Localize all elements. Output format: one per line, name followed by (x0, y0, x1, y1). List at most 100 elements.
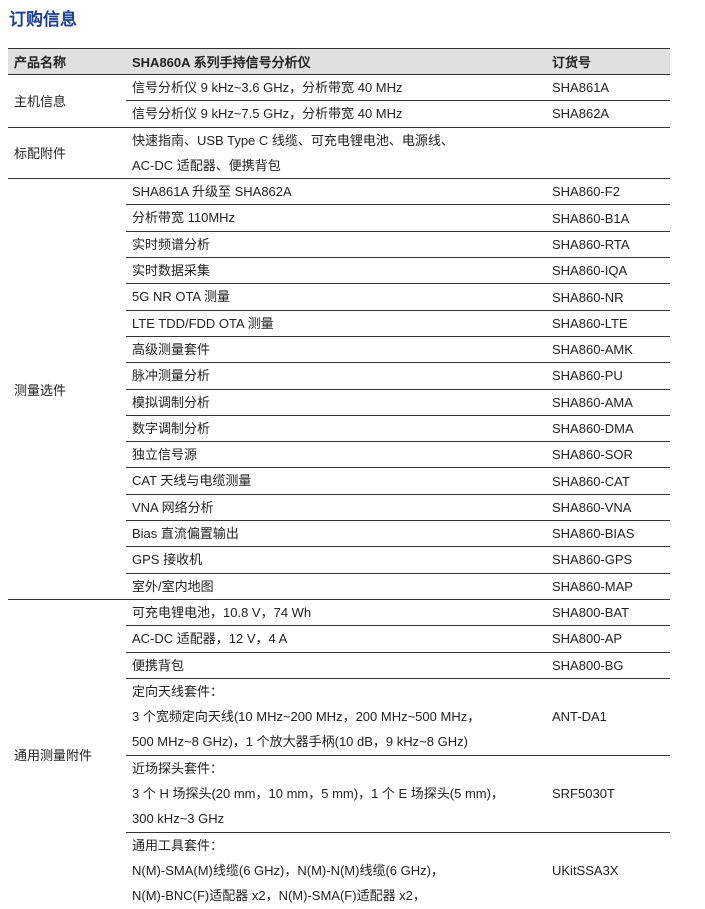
product-category: 主机信息 (14, 94, 67, 110)
product-category: 通用测量附件 (8, 598, 126, 909)
description-line: 通用工具套件： (132, 837, 224, 853)
order-code: SHA860-IQA (546, 257, 670, 284)
page-title: 订购信息 (9, 10, 77, 29)
description-line: 信号分析仪 9 kHz~7.5 GHz，分析带宽 40 MHz (132, 106, 403, 122)
table-row: 高级测量套件 SHA860-AMK (8, 335, 670, 363)
description-line: 近场探头套件： (132, 760, 224, 776)
product-description: 室外/室内地图 (126, 572, 546, 600)
product-description: SHA861A 升级至 SHA862A (126, 178, 546, 205)
description-line: 实时频谱分析 (132, 236, 211, 252)
order-code (546, 126, 670, 179)
order-code: SHA860-B1A (546, 204, 670, 232)
order-code: SHA860-LTE (546, 309, 670, 337)
description-line: SHA861A 升级至 SHA862A (132, 184, 292, 200)
table-row: Bias 直流偏置输出 SHA860-BIAS (8, 520, 670, 547)
table-row: 测量选件 SHA861A 升级至 SHA862A SHA860-F2 (8, 178, 670, 600)
description-line: 500 MHz~8 GHz)，1 个放大器手柄(10 dB，9 kHz~8 GH… (132, 734, 468, 750)
description-line: 独立信号源 (132, 447, 198, 463)
order-code: SHA800-BAT (546, 598, 670, 626)
order-code: ANT-DA1 (546, 677, 670, 756)
product-description: 模拟调制分析 (126, 388, 546, 416)
product-description: 信号分析仪 9 kHz~7.5 GHz，分析带宽 40 MHz (126, 100, 546, 128)
table-row: 便携背包 SHA800-BG (8, 651, 670, 679)
table-row: CAT 天线与电缆测量 SHA860-CAT (8, 467, 670, 495)
order-code: SHA861A (552, 80, 610, 96)
description-line: 便携背包 (132, 657, 185, 673)
table-row: 5G NR OTA 测量 SHA860-NR (8, 283, 670, 311)
order-code: SHA860-MAP (546, 572, 670, 600)
description-line: 模拟调制分析 (132, 394, 211, 410)
product-description: 定向天线套件： 3 个宽频定向天线(10 MHz~200 MHz，200 MHz~… (126, 677, 546, 756)
table-row: LTE TDD/FDD OTA 测量 SHA860-LTE (8, 309, 670, 337)
order-code: UKitSSA3X (546, 831, 670, 909)
table-row: 数字调制分析 SHA860-DMA (8, 414, 670, 442)
description-line: VNA 网络分析 (132, 499, 214, 515)
product-description: 脉冲测量分析 (126, 362, 546, 390)
table-row: 信号分析仪 9 kHz~7.5 GHz，分析带宽 40 MHz SHA862A (8, 100, 670, 128)
product-description: 分析带宽 110MHz (126, 204, 546, 232)
description-line: Bias 直流偏置输出 (132, 526, 239, 542)
product-description: 实时频谱分析 (126, 230, 546, 258)
product-description: 便携背包 (126, 651, 546, 679)
product-description: 数字调制分析 (126, 414, 546, 442)
description-line: 3 个 H 场探头(20 mm，10 mm，5 mm)，1 个 E 场探头(5 … (132, 786, 504, 802)
order-code: SHA800-AP (546, 625, 670, 653)
product-description: VNA 网络分析 (126, 493, 546, 521)
description-line: 分析带宽 110MHz (132, 210, 236, 226)
description-line: CAT 天线与电缆测量 (132, 473, 252, 489)
description-line: 可充电锂电池，10.8 V，74 Wh (132, 604, 312, 620)
order-code: SHA860-AMA (546, 388, 670, 416)
product-description: CAT 天线与电缆测量 (126, 467, 546, 495)
description-line: N(M)-SMA(M)线缆(6 GHz)，N(M)-N(M)线缆(6 GHz)， (132, 862, 444, 878)
description-line: 数字调制分析 (132, 420, 211, 436)
order-code: SHA860-CAT (546, 467, 670, 495)
product-description: Bias 直流偏置输出 (126, 520, 546, 547)
description-line: GPS 接收机 (132, 552, 203, 568)
table-row: 标配附件 快速指南、USB Type C 线缆、可充电锂电池、电源线、 AC-DC … (8, 126, 670, 179)
description-line: AC-DC 适配器、便携背包 (132, 157, 281, 173)
order-code: SHA800-BG (546, 651, 670, 679)
product-description: 通用工具套件： N(M)-SMA(M)线缆(6 GHz)，N(M)-N(M)线缆(… (126, 831, 546, 909)
table-row: GPS 接收机 SHA860-GPS (8, 546, 670, 574)
order-code: SHA860-RTA (546, 230, 670, 258)
order-code: SHA860-VNA (546, 493, 670, 521)
order-code: SHA862A (546, 100, 670, 128)
product-description: 快速指南、USB Type C 线缆、可充电锂电池、电源线、 AC-DC 适配器、… (126, 126, 546, 179)
table-row: 独立信号源 SHA860-SOR (8, 441, 670, 468)
description-line: AC-DC 适配器，12 V，4 A (132, 631, 288, 647)
table-row: 定向天线套件： 3 个宽频定向天线(10 MHz~200 MHz，200 MHz~… (8, 677, 670, 756)
table-header: 产品名称 SHA860A 系列手持信号分析仪 订货号 (8, 48, 670, 75)
order-code: SHA860-F2 (546, 178, 670, 205)
order-code: SHA860-GPS (546, 546, 670, 574)
product-description: 独立信号源 (126, 441, 546, 468)
order-code: SRF5030T (546, 754, 670, 833)
table-row: 通用测量附件 可充电锂电池，10.8 V，74 Wh SHA800-BAT (8, 598, 670, 909)
table-row: AC-DC 适配器，12 V，4 A SHA800-AP (8, 625, 670, 653)
description-line: 脉冲测量分析 (132, 368, 211, 384)
description-line: 信号分析仪 9 kHz~3.6 GHz，分析带宽 40 MHz (132, 80, 403, 95)
table-row: 主机信息 信号分析仪 9 kHz~3.6 GHz，分析带宽 40 MHz SHA86… (8, 75, 670, 109)
description-line: LTE TDD/FDD OTA 测量 (132, 315, 274, 331)
description-line: 3 个宽频定向天线(10 MHz~200 MHz，200 MHz~500 MHz… (132, 709, 481, 725)
order-code: SHA860-SOR (546, 441, 670, 468)
product-description: AC-DC 适配器，12 V，4 A (126, 625, 546, 653)
product-description: 近场探头套件： 3 个 H 场探头(20 mm，10 mm，5 mm)，1 个 E… (126, 754, 546, 833)
product-description: 可充电锂电池，10.8 V，74 Wh (126, 598, 546, 626)
product-category: 测量选件 (8, 178, 126, 600)
table-row: 模拟调制分析 SHA860-AMA (8, 388, 670, 416)
header-product-name: 产品名称 (8, 48, 126, 75)
table-row: 实时数据采集 SHA860-IQA (8, 257, 670, 284)
table-row: 实时频谱分析 SHA860-RTA (8, 230, 670, 258)
order-code: SHA860-BIAS (546, 520, 670, 547)
description-line: N(M)-BNC(F)适配器 x2，N(M)-SMA(F)适配器 x2， (132, 888, 426, 904)
table-row: 脉冲测量分析 SHA860-PU (8, 362, 670, 390)
product-description: GPS 接收机 (126, 546, 546, 574)
ordering-table: 产品名称 SHA860A 系列手持信号分析仪 订货号 主机信息 信号分析仪 9 k… (8, 48, 670, 909)
product-description: LTE TDD/FDD OTA 测量 (126, 309, 546, 337)
table-row: 室外/室内地图 SHA860-MAP (8, 572, 670, 600)
product-description: 实时数据采集 (126, 257, 546, 284)
description-line: 快速指南、USB Type C 线缆、可充电锂电池、电源线、 (132, 132, 454, 148)
header-description: SHA860A 系列手持信号分析仪 (126, 48, 546, 75)
description-line: 300 kHz~3 GHz (132, 811, 225, 827)
description-line: 5G NR OTA 测量 (132, 289, 230, 305)
